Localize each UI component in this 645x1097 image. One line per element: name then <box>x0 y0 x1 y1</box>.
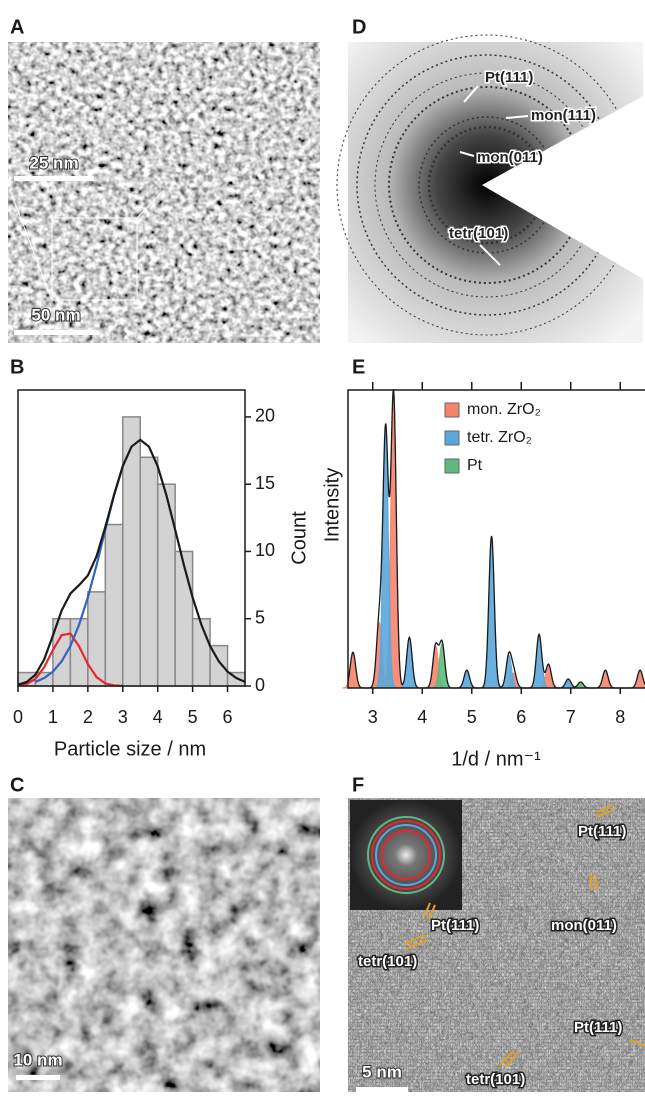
annotation: mon(011) <box>477 149 543 166</box>
y-axis-label: Count <box>288 511 310 565</box>
legend-label: tetr. ZrO₂ <box>467 429 532 446</box>
x-tick-label: 5 <box>188 707 198 727</box>
panel-c: 10 nm C <box>8 774 320 1092</box>
y-tick-label: 0 <box>255 675 265 695</box>
scale-label: 10 nm <box>13 1050 62 1069</box>
peak <box>481 536 503 688</box>
legend-label: mon. ZrO₂ <box>467 401 541 418</box>
y-tick-label: 10 <box>255 540 275 560</box>
annotation: Pt(111) <box>574 1019 622 1036</box>
x-tick-label: 3 <box>118 707 128 727</box>
annotation: Pt(111) <box>578 823 626 840</box>
x-tick-label: 4 <box>153 707 163 727</box>
x-tick-label: 2 <box>83 707 93 727</box>
y-tick-label: 5 <box>255 607 265 627</box>
legend-label: Pt <box>467 457 483 474</box>
annotation: tetr(101) <box>358 953 417 970</box>
bar <box>123 417 140 686</box>
y-tick-label: 15 <box>255 473 275 493</box>
peak <box>456 670 478 688</box>
charts: 0 1 2 3 4 5 6 0 5 10 15 20 Particle size / nm Count B 3… <box>10 356 645 770</box>
panel-label: C <box>10 774 24 796</box>
legend-swatch <box>445 459 459 473</box>
panel-d: Pt(111) mon(111̅) mon(011) tetr(101) D <box>337 16 645 343</box>
scale-bar <box>16 1075 60 1080</box>
scale-bar <box>356 1087 408 1092</box>
bar <box>105 525 122 686</box>
panel-f: Pt(111) mon(011) Pt(111) tetr(101) Pt(11… <box>348 774 645 1092</box>
x-axis-label: Particle size / nm <box>54 738 206 760</box>
scale-bar <box>14 176 94 181</box>
scale-label: 50 nm <box>31 305 80 324</box>
peak <box>595 670 617 688</box>
x-tick-label: 3 <box>368 707 378 727</box>
panel-label: A <box>10 16 24 38</box>
x-tick-label: 8 <box>615 707 625 727</box>
x-tick-label: 5 <box>467 707 477 727</box>
bar <box>158 484 175 686</box>
annotation: Pt(111) <box>431 917 479 934</box>
annotation: tetr(101) <box>466 1071 525 1088</box>
x-tick-label: 4 <box>417 707 427 727</box>
annotation: Pt(111) <box>485 69 533 86</box>
bar <box>175 551 192 686</box>
panel-label: B <box>10 356 24 378</box>
panel-label: F <box>352 774 364 796</box>
figure: 25 nm 50 nm A 10 nm C Pt(111) mon(111̅) … <box>0 0 645 1097</box>
legend-swatch <box>445 403 459 417</box>
peak <box>342 652 364 688</box>
bar <box>140 457 157 686</box>
legend-swatch <box>445 431 459 445</box>
x-tick-label: 6 <box>516 707 526 727</box>
bar <box>88 592 105 686</box>
x-tick-label: 6 <box>223 707 233 727</box>
x-tick-label: 7 <box>566 707 576 727</box>
x-axis-label: 1/d / nm⁻¹ <box>451 748 541 770</box>
y-axis-label: Intensity <box>321 468 343 542</box>
peak <box>398 637 420 688</box>
panel-label: E <box>352 356 365 378</box>
x-tick-label: 1 <box>48 707 58 727</box>
scale-bar <box>14 330 99 335</box>
scale-label: 5 nm <box>362 1062 402 1081</box>
bar <box>70 619 87 686</box>
annotation: mon(011) <box>551 917 617 934</box>
y-tick-label: 20 <box>255 406 275 426</box>
x-tick-label: 0 <box>13 707 23 727</box>
annotation: tetr(101) <box>449 225 508 242</box>
scale-label: 25 nm <box>29 153 78 172</box>
panel-label: D <box>352 16 366 38</box>
bar <box>193 619 210 686</box>
panel-a: 25 nm 50 nm A <box>8 16 320 343</box>
micrograph <box>8 798 320 1092</box>
annotation: mon(111̅) <box>531 107 596 124</box>
